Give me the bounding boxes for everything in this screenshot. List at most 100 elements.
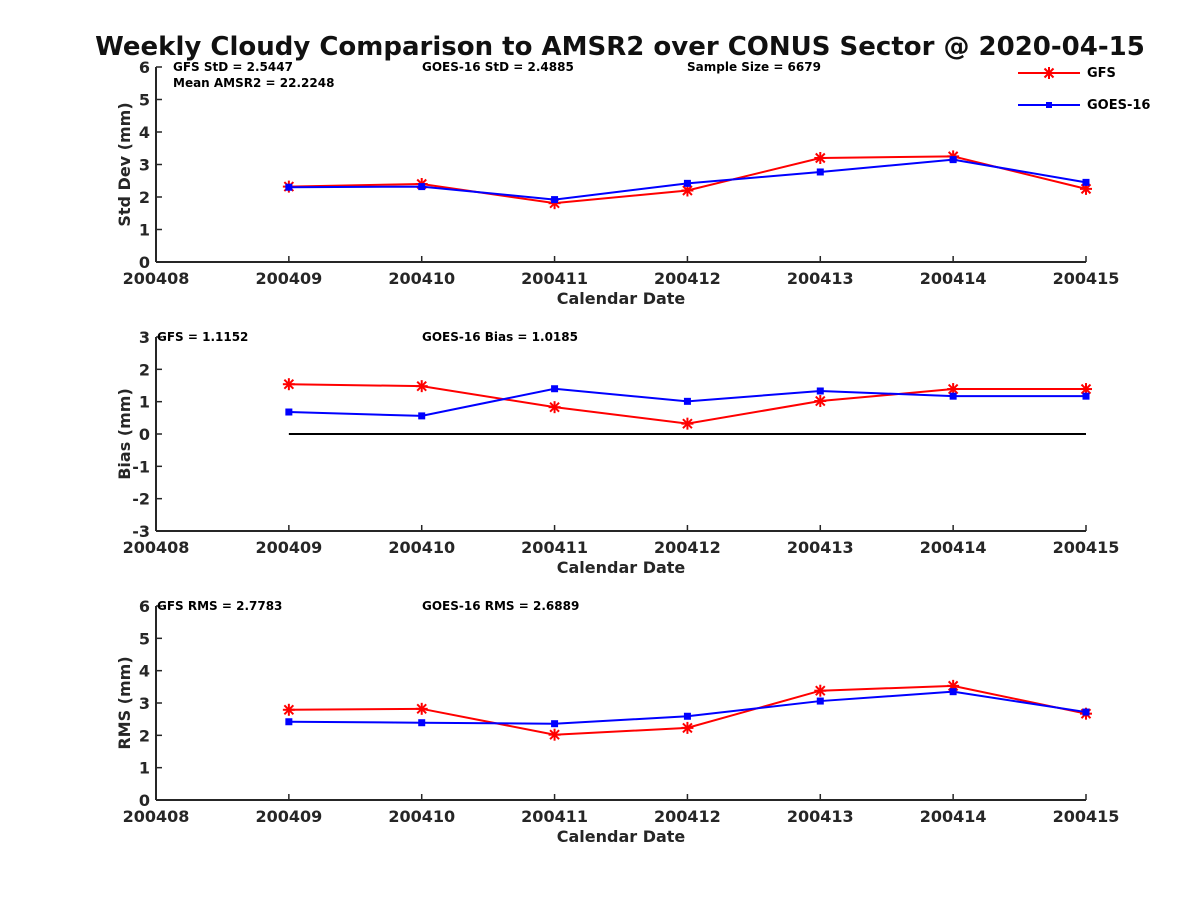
x-tick-label: 200409 [255, 538, 322, 557]
y-tick-label: 0 [139, 253, 150, 272]
x-axis-label: Calendar Date [557, 289, 686, 308]
data-point [681, 721, 694, 734]
x-tick-label: 200414 [920, 269, 987, 288]
y-axis-label: RMS (mm) [115, 656, 134, 749]
y-axis-label: Bias (mm) [115, 388, 134, 480]
x-tick-label: 200408 [123, 538, 190, 557]
y-tick-label: 3 [139, 156, 150, 175]
data-point [683, 397, 691, 405]
x-tick-label: 200414 [920, 538, 987, 557]
data-point [418, 719, 426, 727]
y-tick-label: 4 [139, 662, 150, 681]
data-point [683, 712, 691, 720]
stat-annotation: GFS RMS = 2.7783 [157, 599, 282, 613]
data-point [814, 152, 827, 164]
y-tick-label: 1 [139, 759, 150, 778]
y-tick-label: -3 [132, 522, 150, 541]
data-point [814, 684, 827, 697]
series-goes16 [285, 688, 1090, 728]
data-point [415, 380, 428, 393]
legend-label-gfs: GFS [1087, 66, 1116, 81]
data-point [949, 688, 957, 696]
y-tick-label: 3 [139, 328, 150, 347]
x-tick-label: 200414 [920, 807, 987, 826]
x-tick-label: 200412 [654, 269, 721, 288]
data-point [285, 408, 293, 416]
figure-title: Weekly Cloudy Comparison to AMSR2 over C… [95, 32, 1145, 62]
y-tick-label: -1 [132, 457, 150, 476]
legend-marker-goes16 [1046, 102, 1052, 108]
data-point [551, 196, 559, 204]
y-tick-label: -2 [132, 490, 150, 509]
panel-stddev: 0 1 2 3 4 5 6 200408 200409 200410 200411 200412 200… [115, 58, 1119, 308]
data-point [551, 720, 559, 728]
stat-annotation: GOES-16 RMS = 2.6889 [422, 599, 579, 613]
y-tick-label: 1 [139, 221, 150, 240]
y-tick-label: 3 [139, 694, 150, 713]
y-tick-label: 2 [139, 726, 150, 745]
y-tick-label: 6 [139, 58, 150, 77]
x-tick-label: 200411 [521, 538, 588, 557]
y-tick-label: 0 [139, 425, 150, 444]
y-tick-label: 1 [139, 393, 150, 412]
stat-annotation: GOES-16 Bias = 1.0185 [422, 330, 578, 344]
data-point [285, 183, 293, 191]
data-point [949, 392, 957, 400]
data-point [816, 168, 824, 176]
y-tick-label: 0 [139, 791, 150, 810]
x-tick-label: 200411 [521, 807, 588, 826]
data-point [683, 179, 691, 187]
y-tick-label: 2 [139, 188, 150, 207]
y-tick-label: 2 [139, 360, 150, 379]
data-point [1082, 178, 1090, 186]
x-tick-label: 200410 [388, 269, 455, 288]
data-point [548, 401, 561, 414]
series-gfs [282, 378, 1092, 430]
x-tick-label: 200410 [388, 807, 455, 826]
stat-annotation: Sample Size = 6679 [687, 60, 821, 74]
x-tick-label: 200408 [123, 269, 190, 288]
data-point [282, 378, 295, 391]
y-axis-label: Std Dev (mm) [115, 102, 134, 226]
data-point [814, 395, 827, 408]
panel-rms: 0 1 2 3 4 5 6 200408 200409 200410 200411 200412 200… [115, 597, 1119, 846]
data-point [415, 702, 428, 715]
stat-annotation: Mean AMSR2 = 22.2248 [173, 76, 334, 90]
x-tick-label: 200408 [123, 807, 190, 826]
x-axis-label: Calendar Date [557, 558, 686, 577]
series-gfs [282, 150, 1092, 210]
series-gfs [282, 679, 1092, 741]
data-point [816, 697, 824, 705]
x-tick-label: 200413 [787, 807, 854, 826]
x-tick-label: 200410 [388, 538, 455, 557]
x-tick-label: 200413 [787, 538, 854, 557]
legend: GFS GOES-16 [1018, 66, 1150, 113]
x-tick-label: 200415 [1053, 807, 1120, 826]
x-tick-label: 200412 [654, 538, 721, 557]
legend-label-goes16: GOES-16 [1087, 98, 1150, 113]
data-point [418, 412, 426, 420]
data-point [418, 183, 426, 191]
data-point [681, 417, 694, 430]
x-tick-label: 200415 [1053, 269, 1120, 288]
y-tick-label: 4 [139, 123, 150, 142]
x-tick-label: 200412 [654, 807, 721, 826]
x-axis-label: Calendar Date [557, 827, 686, 846]
panel-bias: -3 -2 -1 0 1 2 3 200408 200409 200410 200411 200412… [115, 328, 1119, 577]
x-tick-label: 200409 [255, 269, 322, 288]
y-tick-label: 6 [139, 597, 150, 616]
data-point [551, 385, 559, 393]
stat-annotation: GFS StD = 2.5447 [173, 60, 293, 74]
data-point [282, 703, 295, 716]
stat-annotation: GOES-16 StD = 2.4885 [422, 60, 574, 74]
y-tick-label: 5 [139, 629, 150, 648]
legend-marker-gfs [1043, 67, 1055, 79]
data-point [949, 156, 957, 164]
data-point [548, 728, 561, 741]
data-point [1082, 392, 1090, 400]
y-tick-label: 5 [139, 91, 150, 110]
series-goes16 [285, 156, 1090, 204]
data-point [1082, 708, 1090, 716]
